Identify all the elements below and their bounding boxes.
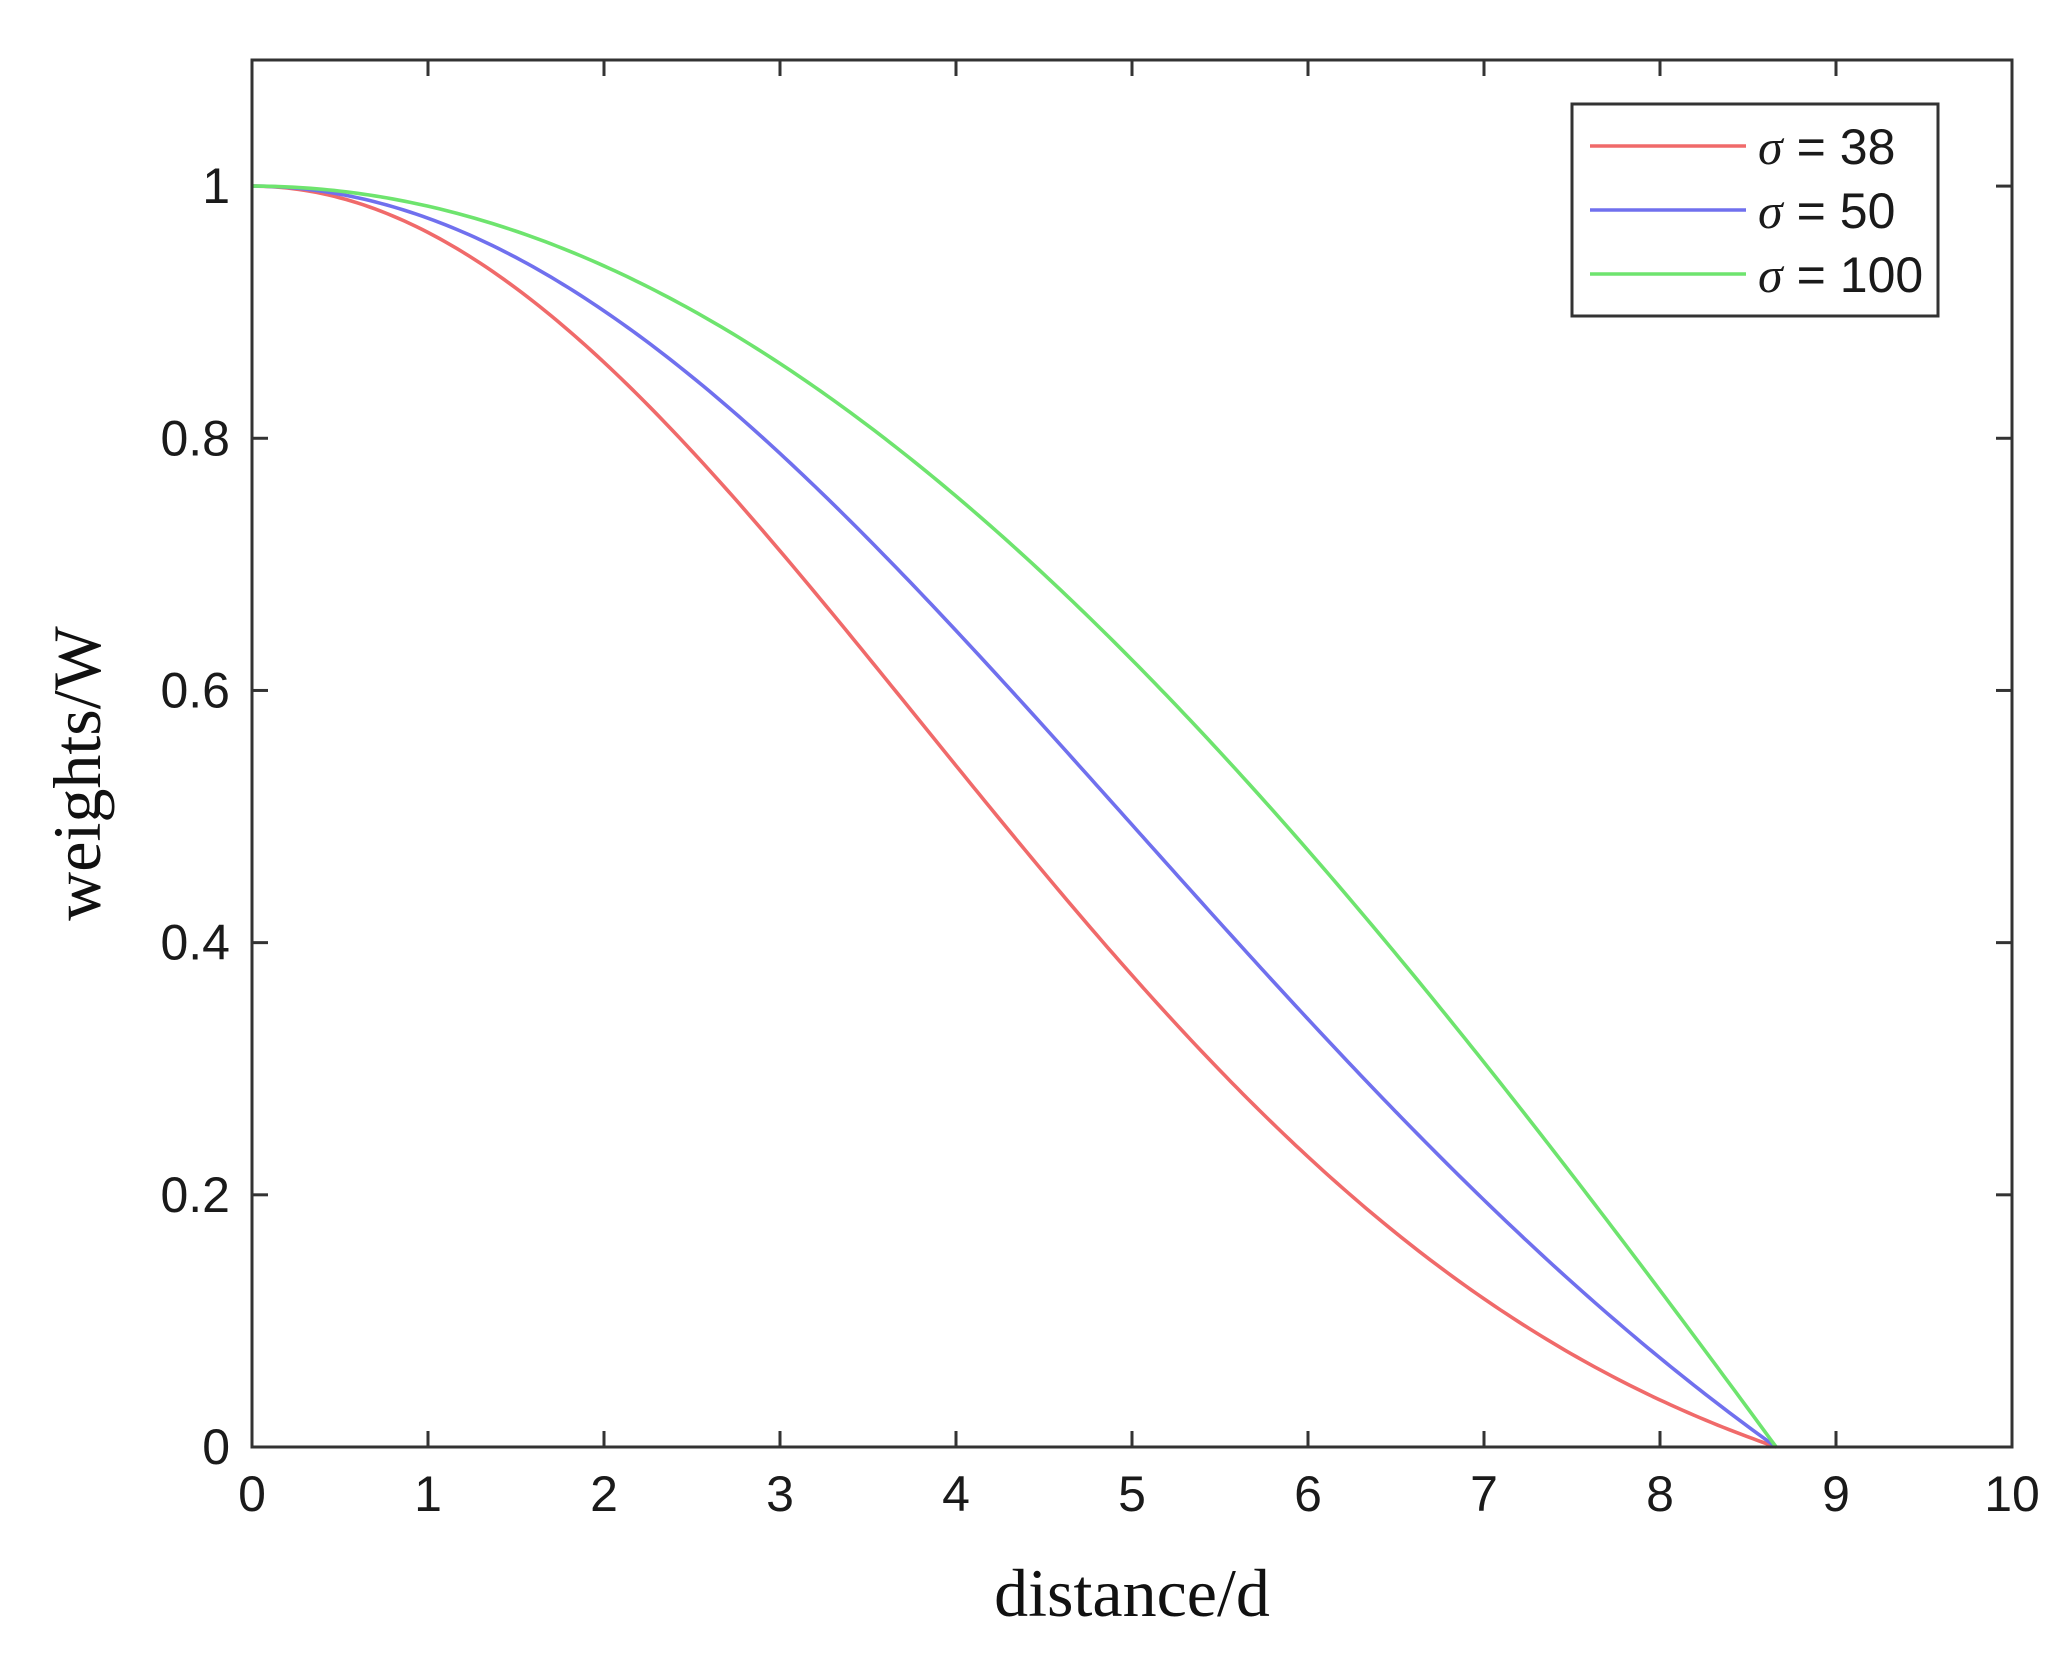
x-tick-label: 9 xyxy=(1822,1466,1850,1522)
legend-label: σ = 38 xyxy=(1758,119,1895,175)
y-axis-label: weights/W xyxy=(39,625,115,920)
x-tick-label: 10 xyxy=(1984,1466,2040,1522)
legend-value: = 38 xyxy=(1797,119,1896,175)
plot-frame xyxy=(250,58,2014,1449)
series-line-sigma-38 xyxy=(251,184,1777,1449)
x-tick-label: 0 xyxy=(238,1466,266,1522)
x-tick-label: 5 xyxy=(1118,1466,1146,1522)
x-tick-label: 7 xyxy=(1470,1466,1498,1522)
series-lines xyxy=(251,184,1778,1449)
y-tick-label: 0.4 xyxy=(160,915,230,971)
tick-labels: 0 1 2 3 4 5 6 7 8 9 10 0 0.2 0.4 0.6 0.8 1 xyxy=(160,158,2039,1522)
legend: σ = 38σ = 50σ = 100 xyxy=(1570,102,1940,318)
x-tick-label: 1 xyxy=(414,1466,442,1522)
legend-label: σ = 50 xyxy=(1758,183,1895,239)
x-axis-label: distance/d xyxy=(994,1555,1270,1631)
series-line-sigma-50 xyxy=(251,184,1778,1449)
x-tick-label: 8 xyxy=(1646,1466,1674,1522)
sigma-symbol: σ xyxy=(1758,183,1785,239)
series-line-sigma-100 xyxy=(251,184,1778,1449)
x-tick-label: 6 xyxy=(1294,1466,1322,1522)
sigma-symbol: σ xyxy=(1758,247,1785,303)
legend-value: = 100 xyxy=(1797,247,1924,303)
x-tick-label: 3 xyxy=(766,1466,794,1522)
sigma-symbol: σ xyxy=(1758,119,1785,175)
y-tick-label: 0.8 xyxy=(160,410,230,466)
legend-value: = 50 xyxy=(1797,183,1896,239)
x-tick-label: 4 xyxy=(942,1466,970,1522)
y-tick-label: 0 xyxy=(202,1419,230,1475)
y-tick-label: 0.6 xyxy=(160,662,230,718)
y-tick-label: 0.2 xyxy=(160,1167,230,1223)
y-tick-label: 1 xyxy=(202,158,230,214)
legend-label: σ = 100 xyxy=(1758,247,1923,303)
x-tick-label: 2 xyxy=(590,1466,618,1522)
